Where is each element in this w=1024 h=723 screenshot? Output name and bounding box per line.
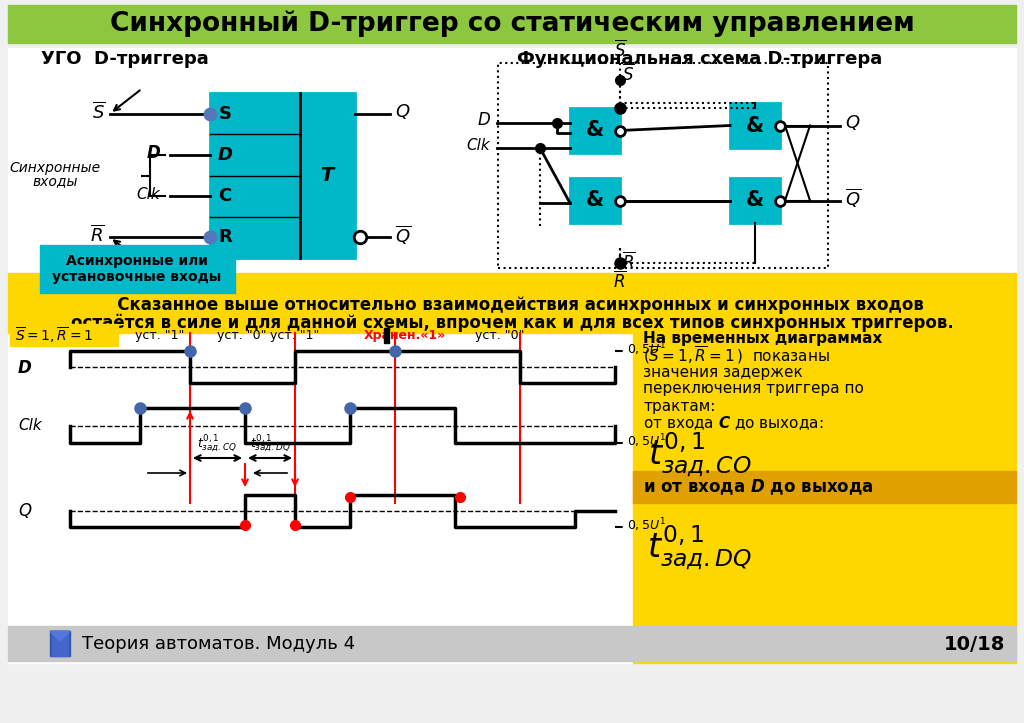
Text: $0,5U^1$: $0,5U^1$ [627,432,666,450]
Text: уст. "0": уст. "0" [475,328,524,341]
Text: Синхронный D-триггер со статическим управлением: Синхронный D-триггер со статическим упра… [110,11,914,38]
Text: Q: Q [395,103,410,121]
Bar [730,178,780,223]
Text: уст. "1": уст. "1" [270,328,319,341]
Text: уст. "0": уст. "0" [217,328,266,341]
Text: Сказанное выше относительно взаимодействия асинхронных и синхронных входов: Сказанное выше относительно взаимодейств… [100,296,924,314]
Bar [730,103,780,148]
Text: $\overline{R}$: $\overline{R}$ [613,270,627,291]
Text: Синхронные: Синхронные [9,161,100,175]
Text: $t^{0,1}_{зад.DQ}$: $t^{0,1}_{зад.DQ}$ [250,434,291,455]
Text: T: T [321,166,334,185]
Text: &: & [745,190,764,210]
Text: УГО  D-триггера: УГО D-триггера [41,50,209,68]
Text: D: D [146,144,160,162]
Text: переключения триггера по: переключения триггера по [643,382,864,396]
Text: На временных диаграммах: На временных диаграммах [643,330,883,346]
Bar [633,471,1016,503]
Bar [384,328,389,343]
Text: $t^{0,1}_{зад.CO}$: $t^{0,1}_{зад.CO}$ [648,430,752,479]
Text: $\overline{R}$: $\overline{R}$ [622,252,636,273]
Bar [10,324,118,346]
Text: $(\overline{S}=1, \overline{R}=1\,)$  показаны: $(\overline{S}=1, \overline{R}=1\,)$ пок… [643,344,830,366]
Bar [8,273,1016,333]
Text: $\overline{S}$: $\overline{S}$ [91,101,105,122]
Text: значения задержек: значения задержек [643,364,803,380]
Bar [570,108,620,153]
Text: уст. "1": уст. "1" [135,328,184,341]
Polygon shape [50,631,70,641]
Text: и от входа $\boldsymbol{D}$ до выхода: и от входа $\boldsymbol{D}$ до выхода [643,477,873,497]
Text: D: D [18,359,32,377]
Text: остаётся в силе и для данной схемы, впрочем как и для всех типов синхронных триг: остаётся в силе и для данной схемы, впро… [71,314,953,332]
Text: $t^{0,1}_{зад.CQ}$: $t^{0,1}_{зад.CQ}$ [198,434,238,455]
Text: &: & [586,190,604,210]
Text: $\overline{Q}$: $\overline{Q}$ [845,186,861,209]
Text: &: & [745,116,764,135]
Text: трактам:: трактам: [643,398,716,414]
Text: $\overline{S}=1, \overline{R}=1$: $\overline{S}=1, \overline{R}=1$ [15,325,93,345]
Bar [210,93,300,258]
Text: от входа $\boldsymbol{C}$ до выхода:: от входа $\boldsymbol{C}$ до выхода: [643,414,823,432]
Text: C: C [218,187,231,205]
Text: $0,5U^1$: $0,5U^1$ [627,341,666,358]
Text: $t^{0,1}_{зад.DQ}$: $t^{0,1}_{зад.DQ}$ [647,523,753,573]
Bar [633,331,1016,663]
Text: 10/18: 10/18 [944,635,1005,654]
Text: Clk: Clk [18,419,42,434]
Bar [8,48,1016,333]
Text: Функциональная схема D-триггера: Функциональная схема D-триггера [517,50,883,68]
Text: Хранен.«1»: Хранен.«1» [364,328,446,341]
Text: Q: Q [845,114,859,132]
Text: D: D [217,146,232,164]
Text: Clk: Clk [136,187,160,202]
Text: $\overline{R}$: $\overline{R}$ [90,225,105,246]
Text: D: D [477,111,490,129]
Bar [50,631,70,656]
Text: &: & [586,121,604,140]
Text: входы: входы [32,174,78,188]
Text: Clk: Clk [466,137,490,153]
Text: R: R [218,228,231,247]
Text: $0,5U^1$: $0,5U^1$ [627,516,666,534]
Bar [570,178,620,223]
Text: $\overline{S}$: $\overline{S}$ [622,64,635,85]
Bar [40,245,234,293]
Text: S: S [218,105,231,123]
Text: $\overline{Q}$: $\overline{Q}$ [395,224,412,247]
Text: Асинхронные или
установочные входы: Асинхронные или установочные входы [52,254,221,284]
Bar [8,331,633,663]
Bar [8,626,1016,661]
Bar [52,631,68,656]
Text: Q: Q [18,502,31,520]
Text: Теория автоматов. Модуль 4: Теория автоматов. Модуль 4 [82,635,355,653]
Bar [300,93,355,258]
Bar [498,63,828,268]
Bar [8,5,1016,43]
Text: $\overline{S}$: $\overline{S}$ [613,39,627,60]
